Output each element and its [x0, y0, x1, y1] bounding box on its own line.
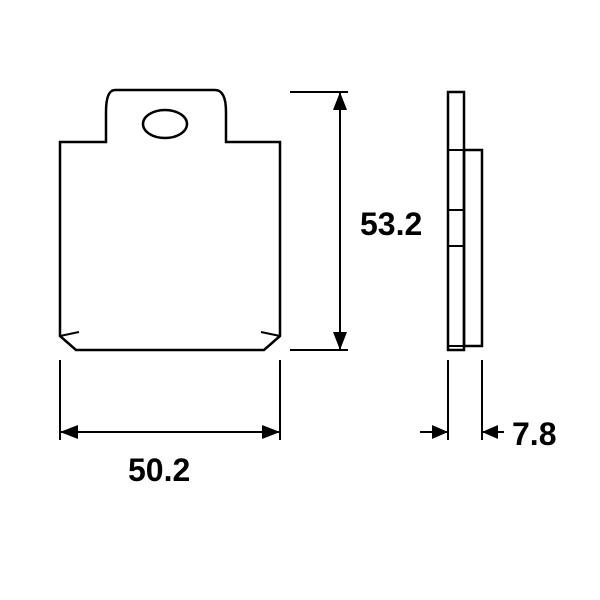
height-dimension — [290, 92, 348, 350]
height-arrow-bot — [333, 332, 347, 350]
thickness-label: 7.8 — [512, 416, 556, 453]
width-arrow-right — [262, 425, 280, 439]
mounting-hole — [143, 110, 187, 138]
width-arrow-left — [60, 425, 78, 439]
width-label: 50.2 — [128, 452, 190, 489]
height-arrow-top — [333, 92, 347, 110]
thick-arrow-right — [482, 425, 498, 439]
side-view — [448, 92, 482, 350]
corner-notch-left — [60, 332, 79, 336]
backing-plate — [448, 92, 464, 350]
front-view — [60, 90, 280, 350]
drawing-svg — [0, 0, 600, 600]
corner-notch-right — [261, 332, 280, 336]
pad-outline — [60, 90, 280, 350]
diagram-canvas: 50.2 53.2 7.8 — [0, 0, 600, 600]
thickness-dimension — [420, 360, 504, 440]
thick-arrow-left — [432, 425, 448, 439]
friction-material — [464, 150, 482, 346]
width-dimension — [60, 360, 280, 440]
height-label: 53.2 — [360, 206, 422, 243]
